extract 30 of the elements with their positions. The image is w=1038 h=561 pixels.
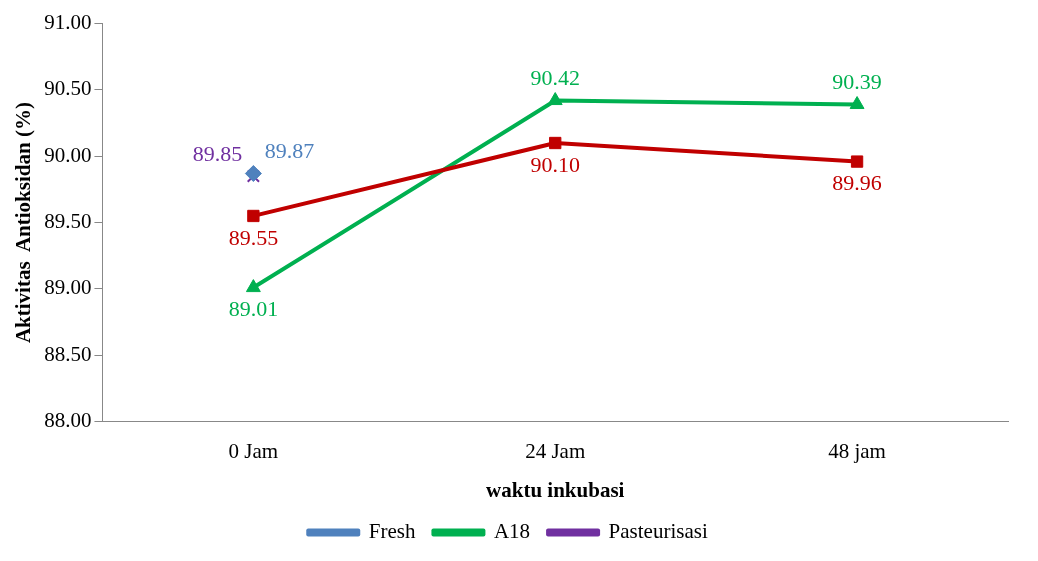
data-label: 89.85 [192, 140, 243, 166]
data-label: 90.10 [530, 151, 580, 177]
point [245, 279, 261, 293]
y-tick-label: 91.00 [44, 10, 92, 35]
y-tick-label: 89.00 [44, 275, 92, 300]
data-label: 90.39 [832, 69, 882, 95]
x-tick-label: 48 jam [828, 438, 886, 463]
point [549, 136, 562, 150]
point [850, 155, 864, 168]
y-tick-label: 88.50 [44, 341, 92, 366]
data-label: 89.87 [264, 138, 315, 164]
y-tick-label: 88.00 [44, 408, 92, 433]
y-tick-label: 89.50 [44, 209, 92, 234]
x-tick-label: 0 Jam [228, 438, 279, 463]
data-label: 90.42 [530, 65, 580, 91]
point [247, 209, 260, 223]
y-tick-label: 90.50 [44, 76, 92, 101]
legend-label: Fresh [368, 519, 416, 544]
legend-label: A18 [493, 519, 531, 544]
data-label: 89.55 [228, 224, 279, 250]
point [244, 165, 262, 183]
point [547, 92, 563, 106]
y-tick-label: 90.00 [44, 142, 92, 167]
x-axis-title: waktu inkubasi [486, 477, 625, 502]
data-label: 89.96 [832, 170, 882, 196]
legend-label: Pasteurisasi [608, 519, 708, 544]
y-axis-title: Aktivitas Antioksidan (%) [11, 102, 36, 344]
data-label: 89.01 [228, 296, 279, 322]
point [849, 96, 865, 110]
x-tick-label: 24 Jam [525, 438, 586, 463]
